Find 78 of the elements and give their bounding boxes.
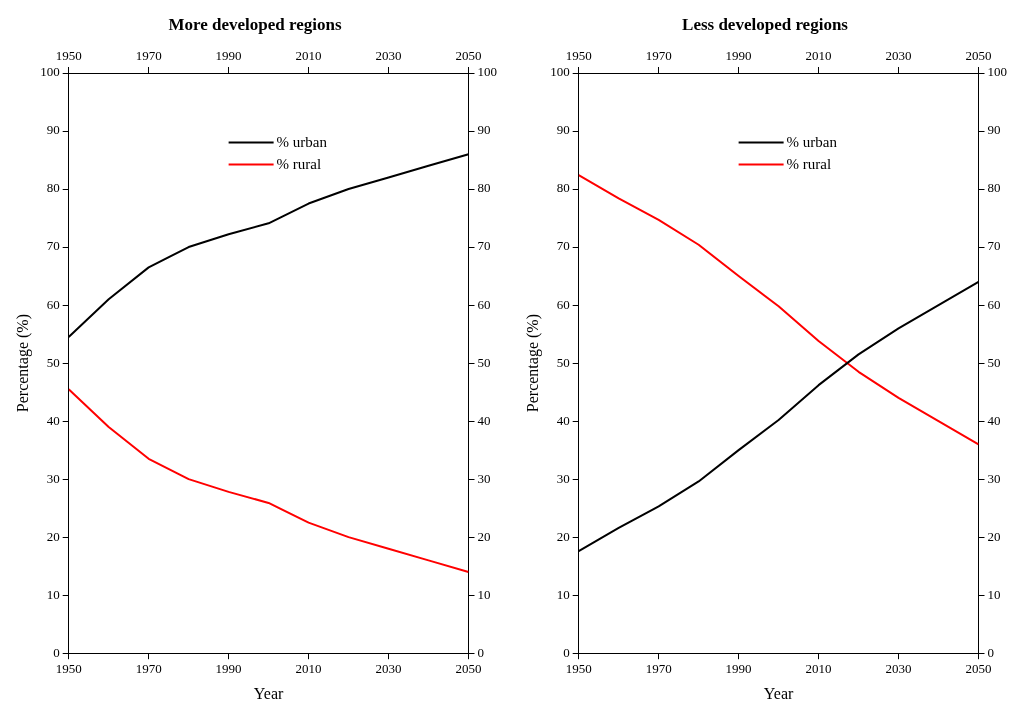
x2-tick-label: 1990 xyxy=(215,47,242,63)
y2-tick-label: 20 xyxy=(477,528,491,544)
y-tick-label: 30 xyxy=(46,470,60,486)
y-tick-label: 70 xyxy=(46,238,60,254)
y2-tick-label: 30 xyxy=(477,470,491,486)
legend-label: % urban xyxy=(276,133,328,150)
y2-tick-label: 100 xyxy=(477,64,497,80)
y-tick-label: 10 xyxy=(46,586,60,602)
x-tick-label: 2010 xyxy=(805,661,832,677)
y2-tick-label: 10 xyxy=(477,586,491,602)
y-tick-label: 0 xyxy=(563,644,570,660)
y-tick-label: 80 xyxy=(556,180,570,196)
y2-tick-label: 10 xyxy=(987,586,1001,602)
y-tick-label: 60 xyxy=(556,296,570,312)
y2-tick-label: 60 xyxy=(477,296,491,312)
x-tick-label: 2050 xyxy=(455,661,482,677)
y-tick-label: 90 xyxy=(46,122,60,138)
x2-tick-label: 2010 xyxy=(295,47,322,63)
x2-tick-label: 1950 xyxy=(565,47,592,63)
y-tick-label: 80 xyxy=(46,180,60,196)
y2-tick-label: 70 xyxy=(477,238,491,254)
y2-tick-label: 90 xyxy=(477,122,491,138)
y2-tick-label: 80 xyxy=(987,180,1001,196)
x-tick-label: 2030 xyxy=(375,661,402,677)
y-tick-label: 100 xyxy=(40,64,60,80)
y2-tick-label: 70 xyxy=(987,238,1001,254)
y-axis-title: Percentage (%) xyxy=(523,314,542,413)
y-tick-label: 60 xyxy=(46,296,60,312)
x-tick-label: 2050 xyxy=(965,661,992,677)
chart-title: More developed regions xyxy=(168,14,342,34)
y-tick-label: 50 xyxy=(46,354,60,370)
x-tick-label: 1950 xyxy=(565,661,592,677)
x-tick-label: 1990 xyxy=(725,661,752,677)
y-axis-title: Percentage (%) xyxy=(13,314,32,413)
y2-tick-label: 20 xyxy=(987,528,1001,544)
legend-label: % rural xyxy=(276,155,322,172)
y2-tick-label: 50 xyxy=(477,354,491,370)
x2-tick-label: 1970 xyxy=(135,47,162,63)
y-tick-label: 50 xyxy=(556,354,570,370)
y-tick-label: 90 xyxy=(556,122,570,138)
y2-tick-label: 40 xyxy=(477,412,491,428)
x-axis-title: Year xyxy=(253,684,285,702)
y-tick-label: 40 xyxy=(46,412,60,428)
x2-tick-label: 2030 xyxy=(885,47,912,63)
x2-tick-label: 2050 xyxy=(455,47,482,63)
y2-tick-label: 90 xyxy=(987,122,1001,138)
x-tick-label: 1970 xyxy=(645,661,672,677)
x2-tick-label: 2010 xyxy=(805,47,832,63)
y2-tick-label: 100 xyxy=(987,64,1007,80)
y2-tick-label: 60 xyxy=(987,296,1001,312)
y2-tick-label: 40 xyxy=(987,412,1001,428)
x-tick-label: 2010 xyxy=(295,661,322,677)
x2-tick-label: 1950 xyxy=(55,47,82,63)
legend-label: % urban xyxy=(786,133,838,150)
legend-label: % rural xyxy=(786,155,832,172)
y-tick-label: 70 xyxy=(556,238,570,254)
y2-tick-label: 0 xyxy=(987,644,994,660)
y-tick-label: 20 xyxy=(46,528,60,544)
x2-tick-label: 1970 xyxy=(645,47,672,63)
y-tick-label: 10 xyxy=(556,586,570,602)
x2-tick-label: 1990 xyxy=(725,47,752,63)
x-tick-label: 1970 xyxy=(135,661,162,677)
x2-tick-label: 2050 xyxy=(965,47,992,63)
x2-tick-label: 2030 xyxy=(375,47,402,63)
y-tick-label: 0 xyxy=(53,644,60,660)
y2-tick-label: 50 xyxy=(987,354,1001,370)
y2-tick-label: 30 xyxy=(987,470,1001,486)
y2-tick-label: 80 xyxy=(477,180,491,196)
x-tick-label: 1990 xyxy=(215,661,242,677)
y-tick-label: 40 xyxy=(556,412,570,428)
chart-title: Less developed regions xyxy=(682,14,849,34)
y2-tick-label: 0 xyxy=(477,644,484,660)
y-tick-label: 20 xyxy=(556,528,570,544)
x-tick-label: 1950 xyxy=(55,661,82,677)
x-axis-title: Year xyxy=(763,684,795,702)
x-tick-label: 2030 xyxy=(885,661,912,677)
y-tick-label: 100 xyxy=(550,64,570,80)
y-tick-label: 30 xyxy=(556,470,570,486)
